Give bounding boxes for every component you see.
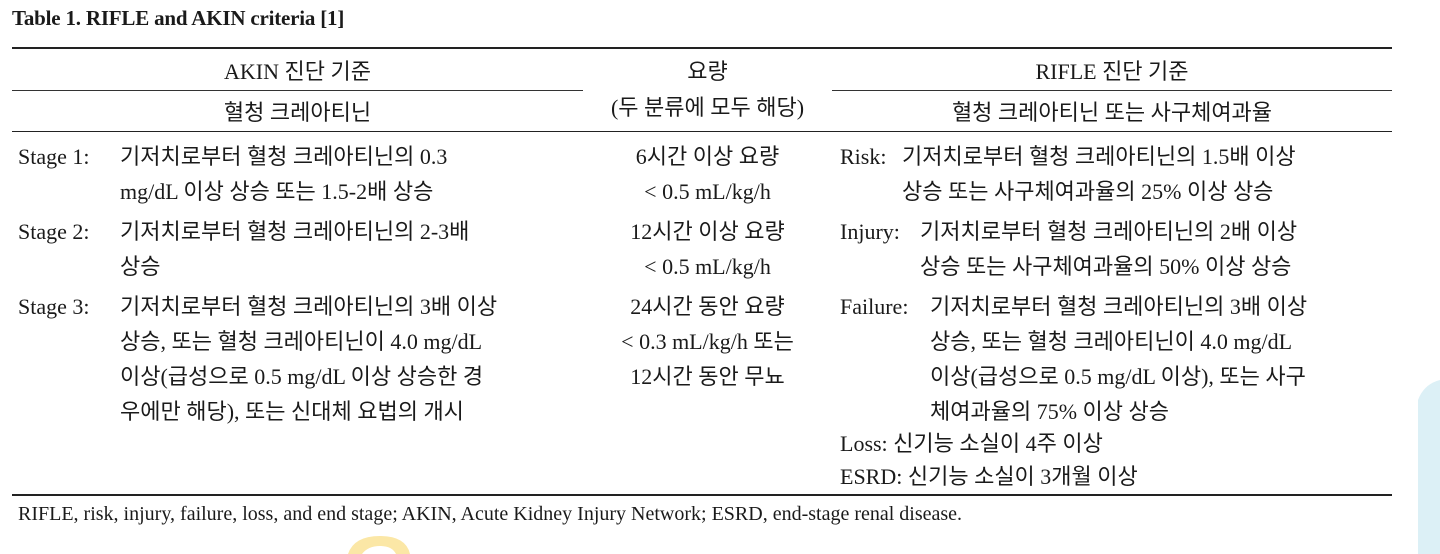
table-title: Table 1. RIFLE and AKIN criteria [1] <box>12 6 345 30</box>
rifle-label: Failure: <box>840 294 909 319</box>
akin-stage-label: Stage 2: <box>18 219 90 244</box>
rifle-line: 상승, 또는 혈청 크레아티닌이 4.0 mg/dL <box>930 329 1293 354</box>
rifle-label: Loss: <box>840 431 888 456</box>
rifle-risk: Risk: 기저치로부터 혈청 크레아티닌의 1.5배 이상 상승 또는 사구체… <box>840 139 1385 209</box>
top-rule <box>12 47 1392 49</box>
akin-header-rule <box>12 90 583 91</box>
body-bottom-rule <box>12 494 1392 496</box>
urine-header: 요량 <box>687 59 728 84</box>
rifle-line: 신기능 소실이 4주 이상 <box>893 431 1103 456</box>
urine-row-1: 6시간 이상 요량 < 0.5 mL/kg/h <box>583 139 832 209</box>
akin-header: AKIN 진단 기준 <box>224 59 371 84</box>
akin-stage-line: 우에만 해당), 또는 신대체 요법의 개시 <box>120 399 464 424</box>
akin-stage-line: 기저치로부터 혈청 크레아티닌의 3배 이상 <box>120 294 498 319</box>
rifle-subheader: 혈청 크레아티닌 또는 사구체여과율 <box>951 100 1273 125</box>
rifle-line: 기저치로부터 혈청 크레아티닌의 1.5배 이상 <box>902 144 1296 169</box>
urine-line: 12시간 이상 요량 <box>630 219 785 244</box>
rifle-label: ESRD: <box>840 464 903 489</box>
urine-line: < 0.3 mL/kg/h 또는 <box>621 329 794 354</box>
akin-stage-2: Stage 2: 기저치로부터 혈청 크레아티닌의 2-3배 상승 <box>18 214 570 284</box>
rifle-line: 상승 또는 사구체여과율의 50% 이상 상승 <box>920 254 1292 279</box>
rifle-line: 기저치로부터 혈청 크레아티닌의 3배 이상 <box>930 294 1308 319</box>
yellow-accent-shape <box>348 536 410 554</box>
akin-stage-line: 이상(급성으로 0.5 mg/dL 이상 상승한 경 <box>120 364 484 389</box>
akin-stage-line: 기저치로부터 혈청 크레아티닌의 2-3배 <box>120 219 470 244</box>
akin-stage-line: 상승 <box>120 254 161 279</box>
akin-stage-label: Stage 1: <box>18 144 90 169</box>
blue-accent-shape <box>1418 380 1440 554</box>
rifle-label: Risk: <box>840 144 887 169</box>
rifle-failure: Failure: 기저치로부터 혈청 크레아티닌의 3배 이상 상승, 또는 혈… <box>840 289 1385 429</box>
header-bottom-rule <box>12 131 1392 132</box>
rifle-line: 상승 또는 사구체여과율의 25% 이상 상승 <box>902 179 1274 204</box>
akin-stage-line: 기저치로부터 혈청 크레아티닌의 0.3 <box>120 144 448 169</box>
urine-line: < 0.5 mL/kg/h <box>644 179 771 204</box>
akin-stage-line: mg/dL 이상 상승 또는 1.5-2배 상승 <box>120 179 434 204</box>
akin-subheader: 혈청 크레아티닌 <box>223 100 372 125</box>
urine-row-2: 12시간 이상 요량 < 0.5 mL/kg/h <box>583 214 832 284</box>
urine-line: 12시간 동안 무뇨 <box>630 364 785 389</box>
akin-stage-3: Stage 3: 기저치로부터 혈청 크레아티닌의 3배 이상 상승, 또는 혈… <box>18 289 570 429</box>
urine-row-3: 24시간 동안 요량 < 0.3 mL/kg/h 또는 12시간 동안 무뇨 <box>583 289 832 394</box>
urine-line: 6시간 이상 요량 <box>635 144 780 169</box>
rifle-line: 신기능 소실이 3개월 이상 <box>907 464 1138 489</box>
urine-line: < 0.5 mL/kg/h <box>644 254 771 279</box>
rifle-line: 체여과율의 75% 이상 상승 <box>930 399 1169 424</box>
rifle-label: Injury: <box>840 219 900 244</box>
urine-subheader: (두 분류에 모두 해당) <box>610 95 805 120</box>
rifle-line: 기저치로부터 혈청 크레아티닌의 2배 이상 <box>920 219 1298 244</box>
akin-stage-line: 상승, 또는 혈청 크레아티닌이 4.0 mg/dL <box>120 329 483 354</box>
akin-stage-1: Stage 1: 기저치로부터 혈청 크레아티닌의 0.3 mg/dL 이상 상… <box>18 139 570 209</box>
rifle-esrd: ESRD: 신기능 소실이 3개월 이상 <box>840 459 1385 494</box>
rifle-header: RIFLE 진단 기준 <box>1035 59 1189 84</box>
rifle-line: 이상(급성으로 0.5 mg/dL 이상), 또는 사구 <box>930 364 1306 389</box>
urine-line: 24시간 동안 요량 <box>630 294 785 319</box>
table-footnote: RIFLE, risk, injury, failure, loss, and … <box>18 503 963 525</box>
rifle-injury: Injury: 기저치로부터 혈청 크레아티닌의 2배 이상 상승 또는 사구체… <box>840 214 1385 284</box>
rifle-loss: Loss: 신기능 소실이 4주 이상 <box>840 426 1385 461</box>
akin-stage-label: Stage 3: <box>18 294 90 319</box>
rifle-header-rule <box>832 90 1392 91</box>
